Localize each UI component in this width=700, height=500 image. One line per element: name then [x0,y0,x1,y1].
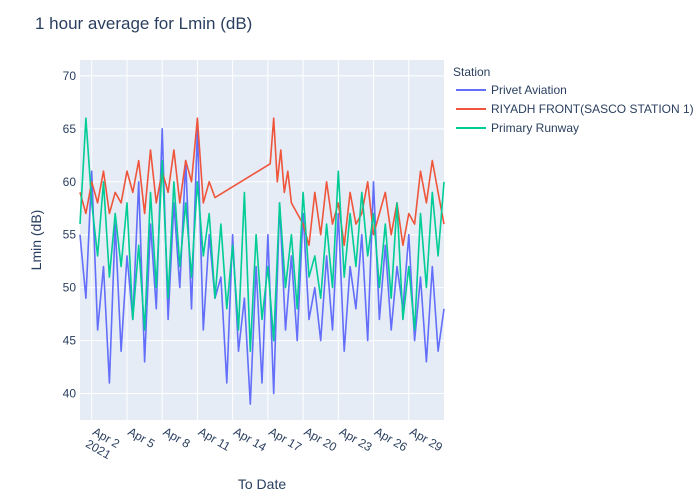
x-tick: Apr 23 [337,424,375,454]
y-axis-ticks: 40 45 50 55 60 65 70 [63,69,77,401]
series-layer [79,117,445,405]
y-tick-label: 50 [63,281,77,295]
x-tick-label: Apr 11 [196,424,233,454]
series-line-1 [79,128,445,405]
legend-item-label: Primary Runway [491,121,579,135]
legend-item-label: RIYADH FRONT(SASCO STATION 1) [491,102,694,116]
x-tick-label: Apr 14 [231,424,269,454]
x-tick-label: Apr 8 [161,424,193,451]
y-tick-label: 55 [63,228,77,242]
x-tick: Apr 29 [407,424,445,454]
x-tick-label: Apr 23 [337,424,375,454]
gridlines [80,60,444,420]
x-tick: Apr 11 [196,424,233,454]
y-tick-label: 70 [63,69,77,83]
x-tick: Apr 17 [266,424,304,454]
x-tick-label: Apr 17 [266,424,304,454]
y-tick-label: 65 [63,122,77,136]
x-tick: Apr 26 [372,424,410,454]
x-tick: Apr 8 [161,424,193,451]
x-tick-label: Apr 5 [125,424,157,451]
y-tick-label: 45 [63,334,77,348]
x-tick-label: Apr 26 [372,424,410,454]
x-tick: Apr 5 [125,424,157,451]
legend-title: Station [453,65,490,79]
y-axis-title: Lmin (dB) [28,210,44,271]
y-tick-label: 60 [63,175,77,189]
chart-title: 1 hour average for Lmin (dB) [35,14,252,33]
x-tick: Apr 14 [231,424,269,454]
series-line-3 [79,117,445,353]
y-tick-label: 40 [63,387,77,401]
legend-item-label: Privet Aviation [491,83,567,97]
x-tick: Apr 20 [302,424,340,454]
x-tick-label: Apr 20 [302,424,340,454]
legend: Station Privet Aviation RIYADH FRONT(SASC… [453,65,694,135]
x-tick-label: Apr 29 [407,424,445,454]
x-axis-title: To Date [238,476,286,492]
series-line-2 [79,117,445,247]
